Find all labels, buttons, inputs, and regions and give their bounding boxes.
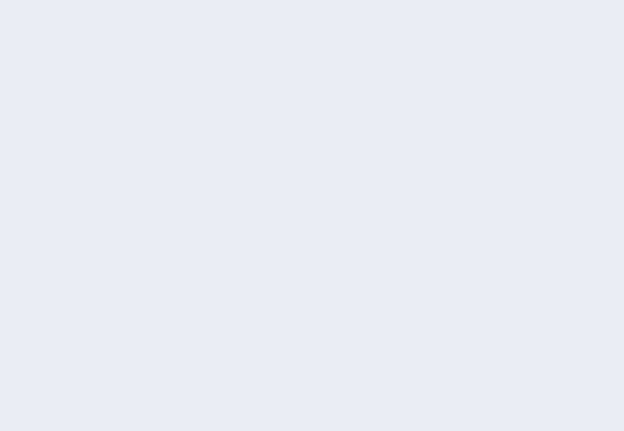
frame-edge [0,0,624,431]
chart-container: Disengages per 1000 miles0.000.250.500.7… [0,0,624,431]
